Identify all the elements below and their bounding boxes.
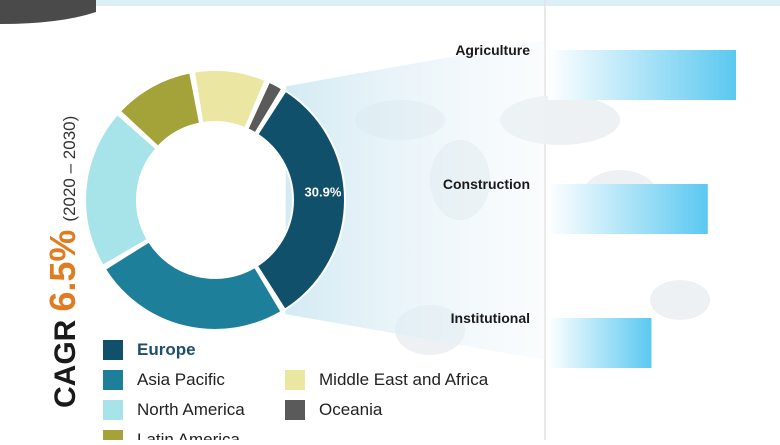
bar-label-agriculture: Agriculture: [455, 42, 530, 58]
legend-swatch: [103, 370, 123, 390]
map-landmass: [650, 280, 710, 320]
legend: Europe Asia Pacific North America Latin Ame…: [103, 340, 543, 440]
legend-label: Europe: [137, 340, 196, 359]
bar-construction: [548, 184, 708, 234]
legend-label: Middle East and Africa: [319, 370, 489, 389]
top-band: [0, 0, 780, 6]
cagr-text: CAGR 6.5% (2020 – 2030): [42, 116, 84, 408]
donut-slice-asia-pacific: [103, 240, 283, 331]
legend-item-north-america: North America: [103, 400, 245, 420]
corner-tab: [0, 0, 96, 24]
legend-swatch: [103, 430, 123, 440]
legend-label: Latin America: [137, 430, 240, 440]
bar-agriculture: [548, 50, 736, 100]
legend-item-middle-east-and-africa: Middle East and Africa: [285, 370, 488, 390]
legend-item-europe: Europe: [103, 340, 196, 360]
slice-value-label: 30.9%: [305, 184, 342, 199]
donut-slice-latin-america: [118, 71, 202, 149]
bar-label-institutional: Institutional: [450, 310, 530, 326]
legend-item-asia-pacific: Asia Pacific: [103, 370, 225, 390]
donut-slice-middle-east-and-africa: [192, 69, 267, 130]
legend-swatch: [285, 400, 305, 420]
legend-swatch: [103, 400, 123, 420]
legend-item-latin-america: Latin America: [103, 430, 240, 440]
bar-label-construction: Construction: [442, 176, 530, 192]
cagr-period: (2020 – 2030): [60, 115, 79, 222]
legend-label: Asia Pacific: [137, 370, 225, 389]
cagr-panel: CAGR 6.5% (2020 – 2030): [0, 0, 83, 440]
donut-slice-europe: [255, 89, 346, 312]
legend-label: Oceania: [319, 400, 383, 419]
legend-swatch: [285, 370, 305, 390]
donut-slice-oceania: [246, 80, 284, 135]
bar-institutional: [548, 318, 652, 368]
cagr-label: CAGR: [49, 319, 82, 408]
legend-swatch: [103, 340, 123, 360]
donut-slice-north-america: [84, 112, 158, 268]
legend-label: North America: [137, 400, 245, 419]
legend-item-oceania: Oceania: [285, 400, 382, 420]
highlight-fan: [285, 40, 545, 360]
cagr-value: 6.5%: [42, 229, 83, 312]
